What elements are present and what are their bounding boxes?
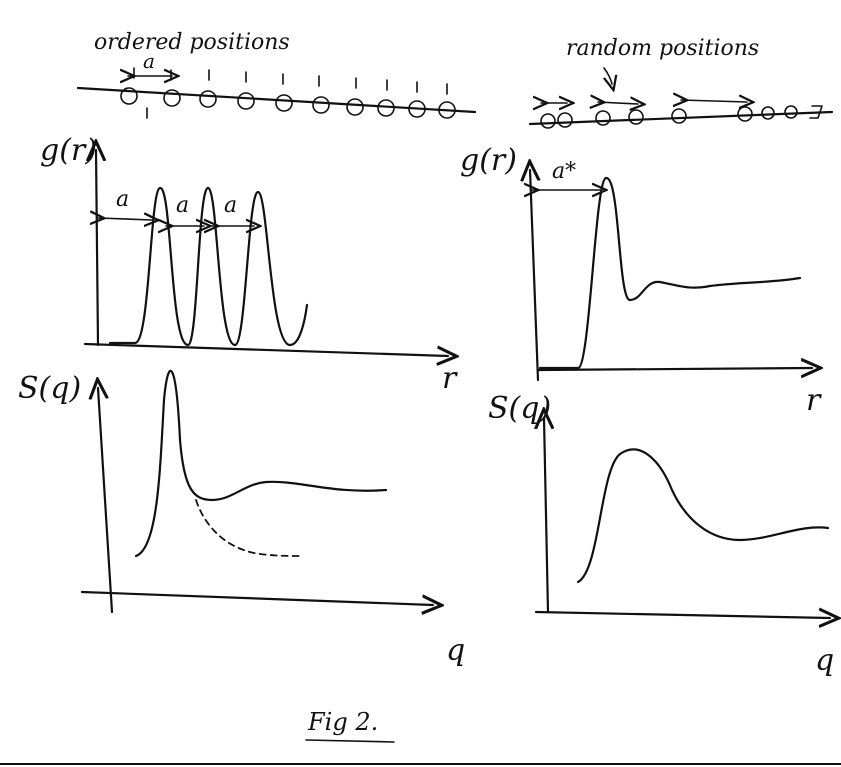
particle: [408, 100, 426, 118]
particle: [120, 87, 138, 105]
random-sq-curve: [576, 448, 830, 584]
random-particles: [540, 105, 823, 129]
ordered-sq-dashed-curve: [195, 499, 303, 557]
random-gr-spacing-label: a*: [552, 159, 576, 184]
particle: [784, 105, 798, 119]
particle: [377, 99, 395, 117]
random-chain-line: [528, 110, 834, 126]
ordered-gr-spacing-label-1: a: [116, 187, 129, 212]
particle: [557, 112, 573, 128]
random-gr-curve: [538, 176, 802, 370]
ordered-gr-x-label: r: [442, 361, 458, 396]
ordered-gr-spacing-label-3: a: [224, 193, 237, 218]
ordered-gr-spacing-arrow-1: [98, 218, 152, 220]
random-positions-label: random positions: [566, 36, 759, 61]
particle: [312, 96, 330, 114]
caption-underline: [305, 739, 395, 743]
random-chain: random positions: [528, 36, 834, 129]
particle: [275, 94, 293, 112]
ordered-sq-x-axis: [80, 590, 433, 605]
particle: [540, 113, 556, 129]
ordered-positions-label: ordered positions: [94, 30, 290, 55]
ordered-gr-plot: g(r) r a a a: [40, 133, 458, 396]
random-sq-y-axis: [544, 418, 548, 614]
random-gr-y-axis: [530, 170, 538, 382]
ordered-gr-peaks-curve: [108, 186, 309, 347]
particle: [628, 109, 644, 125]
random-sq-x-label: q: [815, 643, 834, 678]
particle: [163, 89, 181, 107]
caption-text: Fig 2.: [307, 708, 378, 736]
ordered-gr-axis-label: g(r): [40, 133, 97, 168]
particle: [237, 92, 255, 110]
random-gr-x-label: r: [806, 383, 822, 418]
random-sq-axis-label: S(q): [488, 391, 551, 426]
ordered-sq-x-label: q: [446, 633, 465, 668]
particle: [671, 108, 687, 124]
particle: [438, 101, 456, 119]
particle: [761, 106, 775, 120]
random-sq-plot: S(q) q: [488, 391, 834, 678]
ordered-lattice-ticks: [133, 67, 448, 119]
figure-caption: Fig 2.: [305, 708, 395, 743]
random-pointer-arrow: [604, 67, 612, 84]
random-gap-arrows: [541, 100, 747, 104]
random-gr-axis-label: g(r): [460, 143, 517, 178]
particle: [346, 98, 364, 116]
ordered-sq-axis-label: S(q): [18, 371, 81, 406]
random-sq-x-axis: [534, 612, 830, 618]
particle: [595, 110, 611, 126]
ordered-gr-x-axis: [83, 342, 448, 356]
ordered-particles: [120, 87, 456, 119]
ordered-gr-y-axis: [96, 150, 98, 347]
ordered-chain: ordered positions a: [76, 30, 477, 119]
ordered-gr-spacing-label-2: a: [176, 193, 189, 218]
particle: [199, 90, 217, 108]
ordered-sq-curve: [134, 369, 388, 558]
random-gr-x-axis: [536, 368, 812, 370]
particle: [737, 106, 753, 122]
particle: [809, 105, 823, 119]
random-gr-plot: g(r) r a*: [460, 143, 822, 418]
ordered-sq-plot: S(q) q: [18, 369, 465, 668]
ordered-spacing-label: a: [143, 49, 155, 73]
ordered-sq-y-axis: [98, 388, 114, 614]
